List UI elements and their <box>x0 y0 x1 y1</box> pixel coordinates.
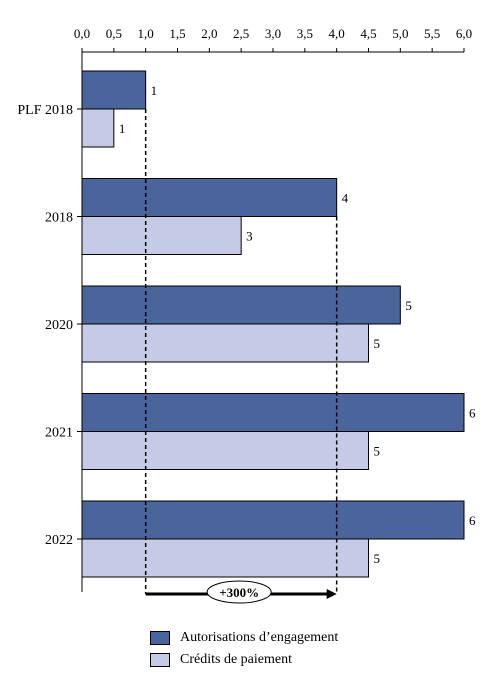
bar <box>81 538 369 578</box>
data-label: 1 <box>119 121 126 136</box>
legend-item-ae: Autorisations d’engagement <box>150 627 338 649</box>
annotation-pill <box>206 580 272 604</box>
x-tick-label: 0,0 <box>74 26 90 41</box>
bar <box>81 108 115 148</box>
data-label: 6 <box>469 406 476 421</box>
x-tick-label: 0,5 <box>106 26 122 41</box>
x-tick-label: 1,5 <box>169 26 185 41</box>
legend-item-cp: Crédits de paiement <box>150 649 338 671</box>
data-label: 4 <box>342 191 349 206</box>
arrow-head <box>326 589 337 599</box>
legend-swatch-ae <box>150 631 170 645</box>
bar <box>81 431 369 470</box>
category-labels: PLF 2018 2018 2020 2021 2022 <box>17 103 82 548</box>
bar <box>81 393 465 432</box>
category-label: 2018 <box>45 211 73 226</box>
legend-label-cp: Crédits de paiement <box>180 652 292 667</box>
x-tick-label: 2,0 <box>201 26 217 41</box>
data-label: 5 <box>405 298 412 313</box>
x-tick-label: 3,0 <box>265 26 281 41</box>
category-label: 2021 <box>45 426 73 441</box>
bar <box>81 285 401 325</box>
data-label: 3 <box>246 229 253 244</box>
data-label: 5 <box>374 336 381 351</box>
bar <box>81 323 369 363</box>
data-label: 6 <box>469 513 476 528</box>
annotation-label: +300% <box>219 585 259 600</box>
x-tick-label: 5,5 <box>424 26 440 41</box>
category-label: PLF 2018 <box>17 103 73 118</box>
x-tick-label: 3,5 <box>297 26 313 41</box>
legend: Autorisations d’engagement Crédits de pa… <box>150 627 338 671</box>
data-label: 5 <box>374 444 381 459</box>
data-label: 5 <box>374 551 381 566</box>
x-axis: 0,0 0,5 1,0 1,5 2,0 2,5 3,0 3,5 4,0 4,5 5,0 5,5 6,0 <box>74 26 472 592</box>
bar <box>81 500 465 540</box>
category-label: 2022 <box>45 533 73 548</box>
x-tick-label: 5,0 <box>392 26 408 41</box>
bar <box>81 70 147 110</box>
data-label: 1 <box>151 83 158 98</box>
legend-label-ae: Autorisations d’engagement <box>180 630 339 645</box>
bar <box>81 178 338 217</box>
x-tick-label: 1,0 <box>138 26 154 41</box>
x-tick-label: 2,5 <box>233 26 249 41</box>
category-label: 2020 <box>45 318 73 333</box>
bars: 1 4 5 6 6 1 3 5 5 5 <box>81 70 476 578</box>
legend-swatch-cp <box>150 653 170 667</box>
bar <box>81 216 242 255</box>
x-tick-label: 4,5 <box>360 26 376 41</box>
x-tick-label: 6,0 <box>456 26 472 41</box>
x-tick-label: 4,0 <box>329 26 345 41</box>
growth-annotation: +300% <box>144 109 338 604</box>
